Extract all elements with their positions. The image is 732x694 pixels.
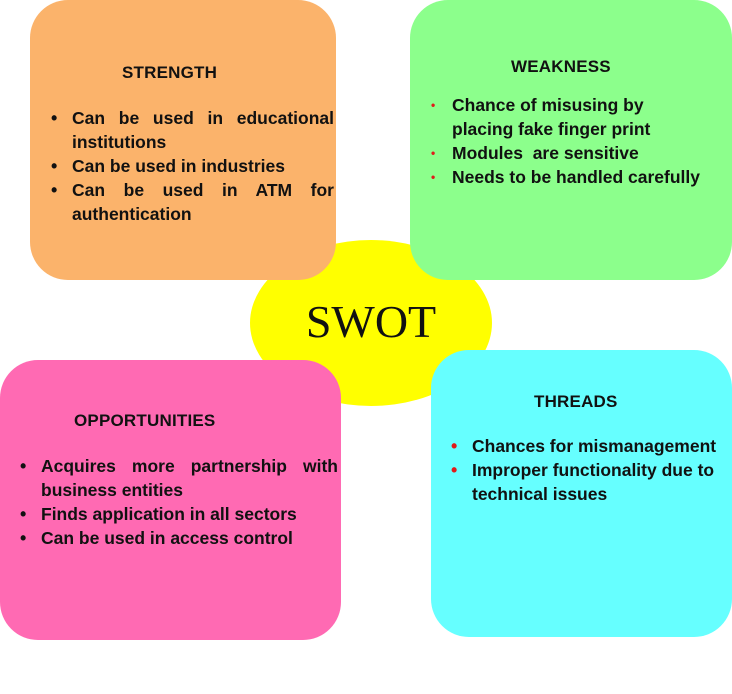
list-item: Acquires more partnership with business … <box>20 454 338 502</box>
weakness-heading: WEAKNESS <box>511 57 611 76</box>
opportunities-heading: OPPORTUNITIES <box>74 411 216 430</box>
list-item: Can be used in access control <box>20 526 338 550</box>
list-item: Needs to be handled carefully <box>431 165 702 189</box>
strength-list: Can be used in educational institutions … <box>51 106 334 226</box>
list-item: Chance of misusing by placing fake finge… <box>431 93 702 141</box>
list-item: Chances for mismanagement <box>451 434 728 458</box>
list-item: Modules are sensitive <box>431 141 702 165</box>
list-item: Can be used in ATM for authentication <box>51 178 334 226</box>
list-item: Improper functionality due to technical … <box>451 458 728 506</box>
strength-heading: STRENGTH <box>122 63 218 82</box>
threads-heading: THREADS <box>534 392 618 411</box>
list-item: Can be used in industries <box>51 154 334 178</box>
list-item: Finds application in all sectors <box>20 502 338 526</box>
weakness-list: Chance of misusing by placing fake finge… <box>431 93 702 189</box>
list-item: Can be used in educational institutions <box>51 106 334 154</box>
threads-list: Chances for mismanagement Improper funct… <box>451 434 728 506</box>
opportunities-list: Acquires more partnership with business … <box>20 454 338 550</box>
swot-center-label: SWOT <box>305 296 437 347</box>
